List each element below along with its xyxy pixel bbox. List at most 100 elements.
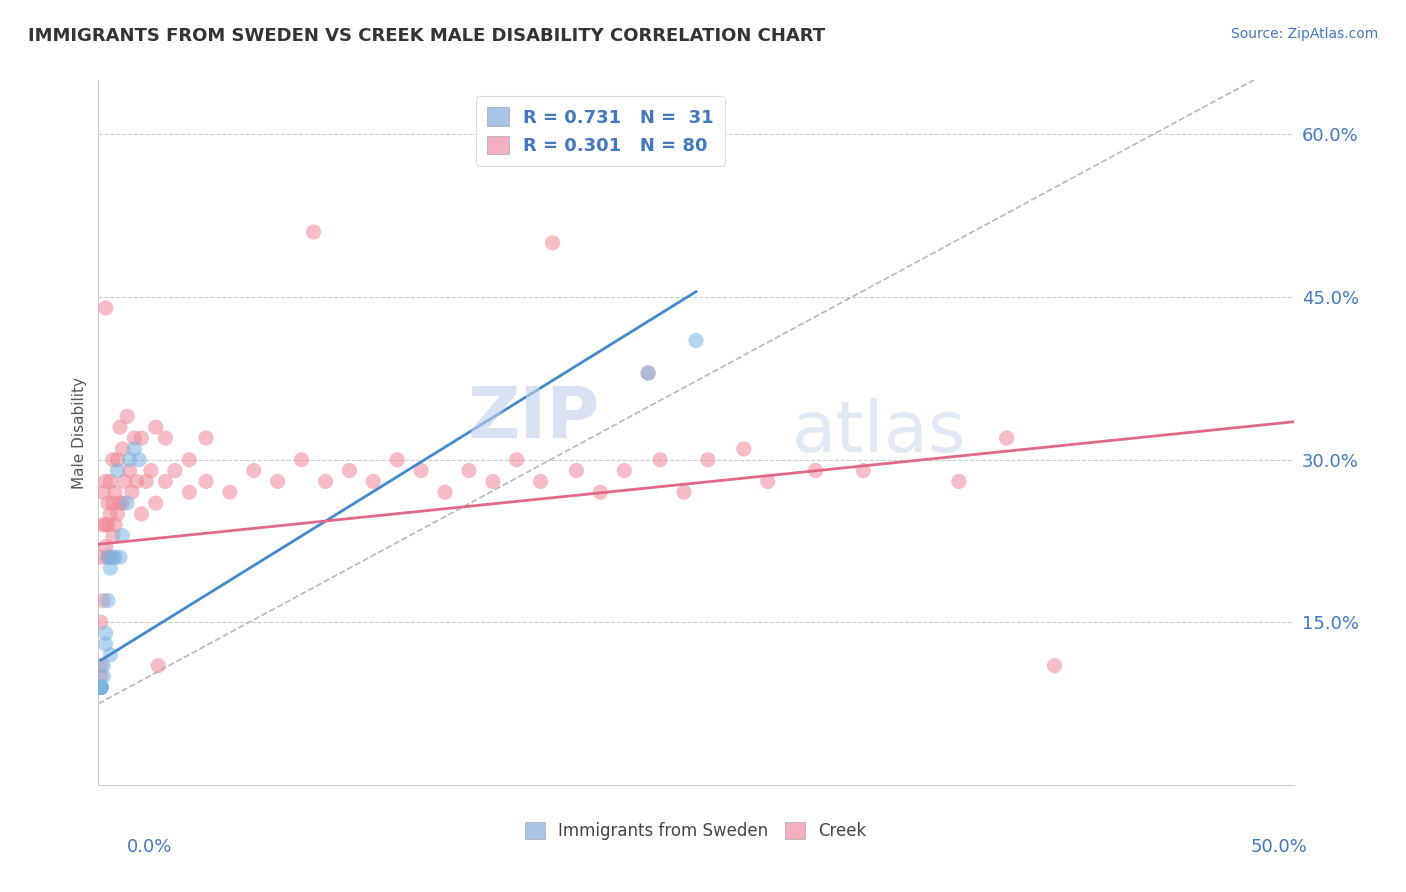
Point bbox=[114, 475, 136, 489]
Point bbox=[733, 442, 755, 456]
Point bbox=[131, 507, 153, 521]
Point bbox=[148, 658, 170, 673]
Point bbox=[107, 507, 129, 521]
Point bbox=[91, 593, 114, 607]
Point bbox=[94, 301, 117, 315]
Point bbox=[90, 681, 112, 695]
Text: ZIP: ZIP bbox=[468, 384, 600, 453]
Point bbox=[685, 334, 707, 348]
Point bbox=[506, 452, 529, 467]
Point bbox=[90, 681, 112, 695]
Point bbox=[97, 496, 120, 510]
Point bbox=[139, 464, 162, 478]
Point bbox=[637, 366, 659, 380]
Point bbox=[94, 540, 117, 554]
Point bbox=[565, 464, 588, 478]
Point bbox=[101, 452, 124, 467]
Point bbox=[1043, 658, 1066, 673]
Point bbox=[90, 658, 112, 673]
Point bbox=[107, 464, 129, 478]
Point bbox=[315, 475, 337, 489]
Point bbox=[363, 475, 385, 489]
Point bbox=[697, 452, 720, 467]
Text: Source: ZipAtlas.com: Source: ZipAtlas.com bbox=[1230, 27, 1378, 41]
Point bbox=[101, 550, 124, 565]
Point bbox=[98, 507, 122, 521]
Point bbox=[94, 475, 117, 489]
Point bbox=[104, 485, 127, 500]
Point bbox=[948, 475, 970, 489]
Point bbox=[481, 475, 505, 489]
Point bbox=[97, 517, 120, 532]
Point bbox=[124, 431, 146, 445]
Point bbox=[90, 669, 112, 683]
Point bbox=[121, 485, 143, 500]
Point bbox=[94, 517, 117, 532]
Point bbox=[101, 528, 124, 542]
Point bbox=[90, 681, 112, 695]
Point bbox=[90, 681, 112, 695]
Point bbox=[155, 475, 177, 489]
Point bbox=[98, 648, 122, 662]
Point bbox=[90, 681, 112, 695]
Text: 50.0%: 50.0% bbox=[1251, 838, 1308, 856]
Point bbox=[98, 550, 122, 565]
Point bbox=[131, 431, 153, 445]
Point bbox=[219, 485, 242, 500]
Point bbox=[124, 442, 146, 456]
Point bbox=[90, 615, 112, 630]
Point bbox=[135, 475, 157, 489]
Point bbox=[995, 431, 1018, 445]
Point bbox=[90, 681, 112, 695]
Point bbox=[115, 409, 138, 424]
Point bbox=[804, 464, 827, 478]
Point bbox=[108, 420, 131, 434]
Text: IMMIGRANTS FROM SWEDEN VS CREEK MALE DISABILITY CORRELATION CHART: IMMIGRANTS FROM SWEDEN VS CREEK MALE DIS… bbox=[28, 27, 825, 45]
Point bbox=[104, 517, 127, 532]
Point bbox=[648, 452, 672, 467]
Point bbox=[111, 528, 134, 542]
Point bbox=[90, 550, 112, 565]
Point bbox=[101, 496, 124, 510]
Point bbox=[163, 464, 186, 478]
Point bbox=[458, 464, 481, 478]
Point bbox=[111, 442, 134, 456]
Point bbox=[434, 485, 457, 500]
Point bbox=[98, 475, 122, 489]
Point bbox=[91, 485, 114, 500]
Point bbox=[104, 550, 127, 565]
Point bbox=[108, 496, 131, 510]
Point bbox=[852, 464, 875, 478]
Point bbox=[111, 496, 134, 510]
Point bbox=[155, 431, 177, 445]
Point bbox=[98, 561, 122, 575]
Point bbox=[125, 475, 148, 489]
Point bbox=[94, 637, 117, 651]
Point bbox=[589, 485, 612, 500]
Point bbox=[267, 475, 290, 489]
Point bbox=[128, 452, 150, 467]
Point bbox=[385, 452, 409, 467]
Point bbox=[97, 550, 120, 565]
Point bbox=[673, 485, 696, 500]
Point bbox=[94, 626, 117, 640]
Point bbox=[91, 669, 114, 683]
Point bbox=[90, 681, 112, 695]
Point bbox=[302, 225, 325, 239]
Point bbox=[195, 431, 218, 445]
Point bbox=[107, 452, 129, 467]
Point bbox=[541, 235, 564, 250]
Point bbox=[90, 681, 112, 695]
Text: atlas: atlas bbox=[792, 398, 966, 467]
Point bbox=[243, 464, 266, 478]
Point bbox=[530, 475, 553, 489]
Point bbox=[118, 464, 141, 478]
Point bbox=[118, 452, 141, 467]
Point bbox=[90, 681, 112, 695]
Point bbox=[145, 420, 167, 434]
Point bbox=[97, 550, 120, 565]
Point bbox=[179, 485, 201, 500]
Point bbox=[97, 593, 120, 607]
Point bbox=[115, 496, 138, 510]
Point bbox=[179, 452, 201, 467]
